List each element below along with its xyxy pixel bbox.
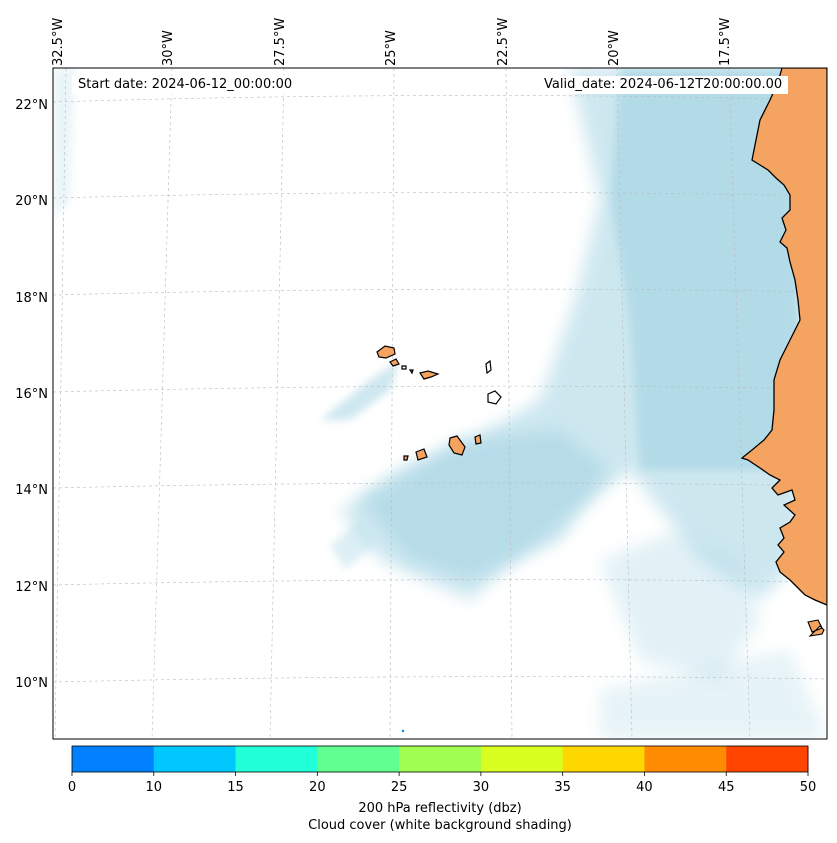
colorbar-tick-label: 40 xyxy=(636,780,653,795)
longitude-label: 17.5°W xyxy=(718,17,733,66)
longitude-label: 32.5°W xyxy=(51,17,66,66)
cape-verde-islands xyxy=(376,345,502,461)
colorbar-tick-label: 50 xyxy=(799,780,817,795)
colorbar-tick-label: 30 xyxy=(472,780,490,795)
colorbar-segment xyxy=(399,746,482,772)
colorbar-tick-label: 25 xyxy=(390,780,408,795)
longitude-label: 27.5°W xyxy=(273,17,288,66)
colorbar-segment xyxy=(317,746,400,772)
colorbar-tick-label: 0 xyxy=(67,780,77,795)
longitude-label: 22.5°W xyxy=(496,17,511,66)
latitude-label: 16°N xyxy=(15,387,48,402)
longitude-label: 25°W xyxy=(384,30,399,66)
latitude-label: 14°N xyxy=(15,483,48,498)
latitude-label: 12°N xyxy=(15,580,48,595)
latitude-label: 20°N xyxy=(15,194,48,209)
valid-date-label: Valid_date: 2024-06-12T20:00:00.00 xyxy=(538,76,789,94)
map-frame xyxy=(52,67,828,740)
colorbar-tick-label: 35 xyxy=(554,780,571,795)
colorbar-segment xyxy=(726,746,809,772)
colorbar-segment xyxy=(235,746,318,772)
colorbar-segment xyxy=(72,746,155,772)
cloud-cover xyxy=(53,68,827,739)
colorbar-segment xyxy=(562,746,645,772)
longitude-label: 20°W xyxy=(607,30,622,66)
colorbar-segment xyxy=(644,746,727,772)
start-date-label: Start date: 2024-06-12_00:00:00 xyxy=(72,76,299,94)
colorbar-sublabel: Cloud cover (white background shading) xyxy=(308,818,572,833)
colorbar-tick-label: 20 xyxy=(309,780,326,795)
longitude-label: 30°W xyxy=(161,30,176,66)
graticule xyxy=(53,68,827,739)
colorbar-border xyxy=(71,745,809,773)
colorbar-label: 200 hPa reflectivity (dbz) xyxy=(358,801,522,816)
colorbar-tick-label: 45 xyxy=(717,780,735,795)
reflectivity-dot xyxy=(401,729,405,733)
colorbar-tick-label: 15 xyxy=(227,780,244,795)
latitude-label: 10°N xyxy=(15,676,48,691)
colorbar-segment xyxy=(153,746,237,772)
africa-land xyxy=(740,68,827,606)
colorbar-tick-label: 10 xyxy=(145,780,163,795)
latitude-label: 22°N xyxy=(15,98,48,113)
guinea-islands xyxy=(807,619,825,637)
colorbar-segment xyxy=(480,746,564,772)
latitude-label: 18°N xyxy=(15,291,48,306)
colorbar xyxy=(71,745,809,776)
